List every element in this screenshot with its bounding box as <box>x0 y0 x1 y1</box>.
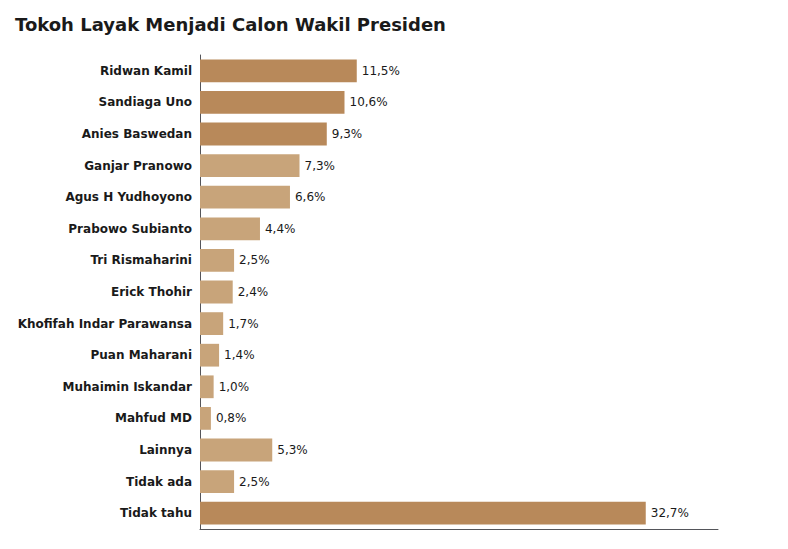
svg-text:10,6%: 10,6% <box>349 95 387 109</box>
svg-text:Muhaimin Iskandar: Muhaimin Iskandar <box>63 380 192 394</box>
svg-text:5,3%: 5,3% <box>277 443 308 457</box>
svg-text:Anies Baswedan: Anies Baswedan <box>82 127 192 141</box>
svg-text:Ridwan Kamil: Ridwan Kamil <box>100 64 192 78</box>
svg-text:2,5%: 2,5% <box>239 253 270 267</box>
svg-text:Tri Rismaharini: Tri Rismaharini <box>90 253 192 267</box>
svg-text:1,0%: 1,0% <box>219 380 250 394</box>
svg-text:Khofifah Indar Parawansa: Khofifah Indar Parawansa <box>18 317 192 331</box>
svg-text:Tidak ada: Tidak ada <box>126 475 192 489</box>
svg-text:7,3%: 7,3% <box>305 159 336 173</box>
svg-text:Prabowo Subianto: Prabowo Subianto <box>68 222 192 236</box>
svg-text:Ganjar Pranowo: Ganjar Pranowo <box>84 159 192 173</box>
svg-text:Sandiaga Uno: Sandiaga Uno <box>99 95 192 109</box>
svg-text:Erick Thohir: Erick Thohir <box>111 285 192 299</box>
svg-text:Mahfud MD: Mahfud MD <box>115 411 192 425</box>
svg-text:2,5%: 2,5% <box>239 475 270 489</box>
svg-text:Agus H Yudhoyono: Agus H Yudhoyono <box>65 190 192 204</box>
svg-text:2,4%: 2,4% <box>238 285 269 299</box>
svg-text:32,7%: 32,7% <box>651 506 689 520</box>
svg-text:9,3%: 9,3% <box>332 127 363 141</box>
svg-text:11,5%: 11,5% <box>362 64 400 78</box>
svg-text:1,4%: 1,4% <box>224 348 255 362</box>
svg-text:4,4%: 4,4% <box>265 222 296 236</box>
svg-text:Tidak tahu: Tidak tahu <box>120 506 192 520</box>
svg-text:6,6%: 6,6% <box>295 190 326 204</box>
svg-text:Lainnya: Lainnya <box>139 443 192 457</box>
svg-text:Tokoh Layak Menjadi Calon Waki: Tokoh Layak Menjadi Calon Wakil Presiden <box>15 14 446 35</box>
svg-text:1,7%: 1,7% <box>228 317 259 331</box>
svg-text:Puan Maharani: Puan Maharani <box>90 348 192 362</box>
svg-text:0,8%: 0,8% <box>216 411 247 425</box>
